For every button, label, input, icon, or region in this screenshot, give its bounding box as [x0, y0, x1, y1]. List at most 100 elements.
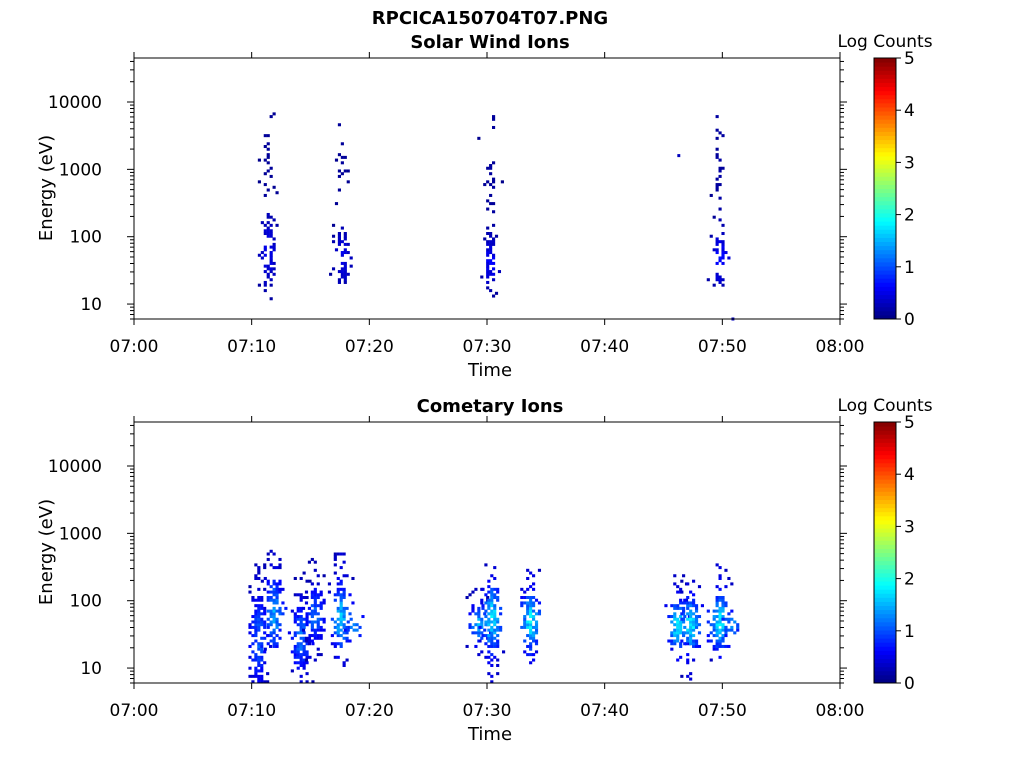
- heatmap-cell: [313, 601, 317, 605]
- colorbar-segment: [874, 233, 896, 238]
- heatmap-cell: [718, 280, 722, 284]
- heatmap-cell: [526, 653, 530, 657]
- heatmap-cell: [266, 598, 270, 602]
- heatmap-cell: [331, 234, 336, 238]
- heatmap-cell: [670, 647, 674, 651]
- heatmap-cell: [692, 625, 696, 629]
- heatmap-cell: [689, 612, 693, 616]
- heatmap-cell: [664, 604, 668, 608]
- heatmap-cell: [529, 596, 533, 600]
- heatmap-cell: [337, 242, 341, 246]
- heatmap-cell: [490, 620, 494, 624]
- heatmap-cell: [313, 609, 317, 613]
- heatmap-cell: [532, 653, 536, 657]
- heatmap-cell: [266, 221, 270, 225]
- heatmap-cell: [269, 623, 273, 627]
- heatmap-cell: [676, 639, 680, 643]
- heatmap-cell: [484, 655, 488, 659]
- heatmap-cell: [736, 625, 740, 629]
- colorbar-segment: [874, 184, 896, 189]
- heatmap-cell: [697, 623, 702, 627]
- heatmap-cell: [275, 623, 279, 627]
- heatmap-cell: [715, 248, 719, 252]
- colorbar-segment: [874, 548, 896, 553]
- heatmap-cell: [296, 609, 300, 613]
- heatmap-cell: [266, 155, 270, 159]
- heatmap-cell: [272, 272, 276, 276]
- heatmap-cell: [682, 634, 686, 638]
- heatmap-cell: [718, 259, 722, 263]
- heatmap-cell: [340, 272, 344, 276]
- heatmap-cell: [493, 644, 497, 648]
- heatmap-cell: [689, 628, 693, 632]
- heatmap-cell: [266, 226, 270, 230]
- heatmap-cell: [686, 639, 690, 643]
- heatmap-cell: [721, 242, 725, 246]
- heatmap-cell: [278, 566, 282, 570]
- heatmap-cell: [673, 631, 677, 635]
- heatmap-cell: [529, 653, 533, 657]
- heatmap-cell: [489, 202, 493, 206]
- heatmap-cell: [694, 642, 699, 646]
- colorbar-segment: [874, 98, 896, 104]
- colorbar-segment: [874, 589, 896, 594]
- heatmap-cell: [487, 620, 491, 624]
- colorbar-segment: [874, 581, 896, 586]
- heatmap-cell: [266, 642, 270, 646]
- colorbar-segment: [874, 135, 896, 141]
- colorbar-segment: [874, 670, 896, 676]
- heatmap-cell: [718, 655, 722, 659]
- heatmap-cell: [263, 609, 267, 613]
- heatmap-cell: [484, 642, 488, 646]
- heatmap-cell: [477, 653, 481, 657]
- heatmap-cell: [712, 644, 716, 648]
- colorbar-segment: [874, 638, 896, 643]
- heatmap-cell: [474, 631, 478, 635]
- heatmap-cell: [266, 579, 270, 583]
- heatmap-cell: [490, 639, 494, 643]
- heatmap-cell: [358, 634, 362, 638]
- heatmap-cell: [534, 639, 539, 643]
- heatmap-cell: [724, 568, 728, 572]
- heatmap-cell: [496, 587, 500, 591]
- heatmap-cell: [343, 169, 347, 173]
- heatmap-cell: [712, 617, 716, 621]
- heatmap-cell: [331, 267, 336, 271]
- heatmap-cell: [339, 615, 343, 619]
- heatmap-cell: [673, 612, 677, 616]
- heatmap-cell: [311, 680, 315, 684]
- heatmap-cell: [302, 661, 306, 665]
- heatmap-cell: [278, 636, 282, 640]
- heatmap-cell: [299, 631, 303, 635]
- heatmap-cell: [290, 636, 294, 640]
- heatmap-cell: [336, 590, 340, 594]
- heatmap-cell: [537, 601, 542, 605]
- heatmap-cell: [340, 172, 344, 176]
- colorbar-segment: [874, 123, 896, 128]
- heatmap-cell: [313, 634, 317, 638]
- heatmap-cell: [340, 161, 344, 165]
- heatmap-cell: [257, 669, 261, 673]
- cometary-panel: Cometary Ions 07:00 07:10 07:20 07:30 07:40 0…: [36, 396, 933, 745]
- heatmap-cell: [342, 593, 346, 597]
- heatmap-cell: [499, 625, 503, 629]
- plot-frame: [133, 57, 841, 320]
- heatmap-cell: [493, 636, 497, 640]
- heatmap-cell: [489, 270, 493, 274]
- solar-wind-panel: Solar Wind Ions 07:00 07:10 07:20 07:30 07:4…: [36, 32, 933, 381]
- colorbar-segment: [874, 544, 896, 549]
- heatmap-cell: [343, 628, 347, 632]
- colorbar-segment: [874, 470, 896, 476]
- x-axis-label: Time: [467, 360, 512, 381]
- colorbar-segment: [874, 654, 896, 660]
- heatmap-cell: [487, 617, 491, 621]
- heatmap-cell: [275, 642, 279, 646]
- heatmap-cell: [474, 612, 478, 616]
- heatmap-cell: [679, 623, 683, 627]
- heatmap-cell: [529, 571, 533, 575]
- heatmap-cell: [333, 644, 337, 648]
- heatmap-cell: [349, 256, 353, 260]
- heatmap-cell: [266, 147, 270, 151]
- heatmap-cell: [319, 606, 323, 610]
- colorbar-segment: [874, 151, 896, 157]
